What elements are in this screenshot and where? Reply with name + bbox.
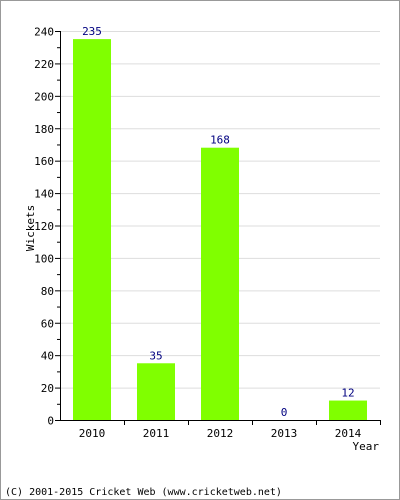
y-tick-label: 0 bbox=[47, 415, 54, 428]
data-label: 0 bbox=[281, 406, 288, 419]
bar bbox=[329, 400, 367, 420]
y-tick-label: 60 bbox=[41, 317, 54, 330]
data-label: 235 bbox=[82, 25, 102, 38]
y-tick-label: 160 bbox=[34, 155, 54, 168]
y-tick-label: 180 bbox=[34, 123, 54, 136]
y-tick-label: 140 bbox=[34, 188, 54, 201]
axes bbox=[55, 31, 381, 425]
bars bbox=[73, 39, 367, 421]
y-tick-label: 40 bbox=[41, 350, 54, 363]
y-tick-label: 100 bbox=[34, 252, 54, 265]
x-tick-label: 2013 bbox=[271, 427, 298, 440]
x-tick-label: 2012 bbox=[207, 427, 234, 440]
y-tick-label: 80 bbox=[41, 285, 54, 298]
data-label: 168 bbox=[210, 134, 230, 147]
copyright-footer: (C) 2001-2015 Cricket Web (www.cricketwe… bbox=[5, 487, 282, 498]
y-tick-label: 200 bbox=[34, 90, 54, 103]
x-tick-label: 2014 bbox=[335, 427, 362, 440]
y-tick-label: 120 bbox=[34, 220, 54, 233]
data-label: 35 bbox=[149, 349, 162, 362]
y-tick-label: 220 bbox=[34, 58, 54, 71]
bar bbox=[201, 147, 239, 420]
bar bbox=[137, 363, 175, 420]
y-tick-label: 240 bbox=[34, 26, 54, 39]
x-axis-title: Year bbox=[353, 440, 380, 453]
data-label: 12 bbox=[341, 387, 354, 400]
x-tick-label: 2010 bbox=[79, 427, 106, 440]
y-axis-title: Wickets bbox=[24, 205, 37, 251]
y-tick-label: 20 bbox=[41, 382, 54, 395]
data-labels: 235 35 168 0 12 bbox=[82, 25, 355, 419]
x-tick-labels: 2010 2011 2012 2013 2014 bbox=[79, 427, 362, 440]
bar bbox=[73, 39, 111, 421]
grid-lines bbox=[60, 31, 380, 389]
x-tick-label: 2011 bbox=[143, 427, 170, 440]
y-tick-labels: 0 20 40 60 80 100 120 140 160 180 200 220 240 bbox=[34, 26, 54, 428]
